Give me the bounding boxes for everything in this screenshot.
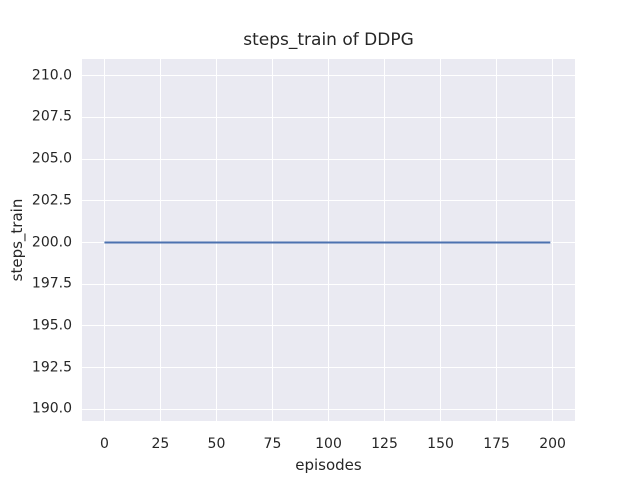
x-gridline [384, 59, 386, 421]
x-tick-label: 150 [427, 436, 454, 452]
x-tick-label: 0 [99, 436, 109, 452]
y-gridline [82, 325, 575, 327]
x-gridline [271, 59, 273, 421]
x-tick-label: 200 [539, 436, 566, 452]
x-gridline [496, 59, 498, 421]
y-gridline [82, 158, 575, 160]
x-tick-label: 25 [151, 436, 170, 452]
x-tick-label: 50 [207, 436, 226, 452]
y-gridline [82, 200, 575, 202]
x-tick-label: 175 [483, 436, 510, 452]
x-gridline [328, 59, 329, 421]
x-gridline [552, 59, 554, 421]
y-tick-label: 197.5 [31, 275, 72, 292]
y-gridline [82, 75, 575, 77]
x-axis-label: episodes [295, 456, 362, 474]
x-tick-label: 75 [263, 436, 282, 452]
y-tick-label: 202.5 [31, 192, 72, 209]
x-gridline [159, 59, 161, 421]
y-tick-label: 205.0 [31, 150, 72, 167]
y-gridline [82, 367, 575, 369]
plot-area [82, 59, 575, 421]
chart-title: steps_train of DDPG [243, 30, 414, 50]
y-gridline [82, 283, 575, 285]
y-tick-label: 210.0 [31, 67, 72, 84]
y-gridline [82, 116, 575, 118]
y-axis-label: steps_train [8, 198, 26, 282]
y-tick-label: 207.5 [31, 108, 72, 125]
y-tick-label: 200.0 [31, 234, 72, 250]
y-tick-label: 195.0 [31, 317, 72, 334]
x-gridline [103, 59, 105, 421]
x-tick-label: 100 [315, 436, 342, 452]
y-tick-label: 192.5 [31, 359, 72, 376]
y-gridline [82, 408, 575, 410]
x-gridline [440, 59, 442, 421]
y-tick-label: 190.0 [31, 400, 72, 417]
x-tick-label: 125 [371, 436, 398, 452]
series-layer [104, 241, 551, 244]
x-gridline [215, 59, 217, 421]
